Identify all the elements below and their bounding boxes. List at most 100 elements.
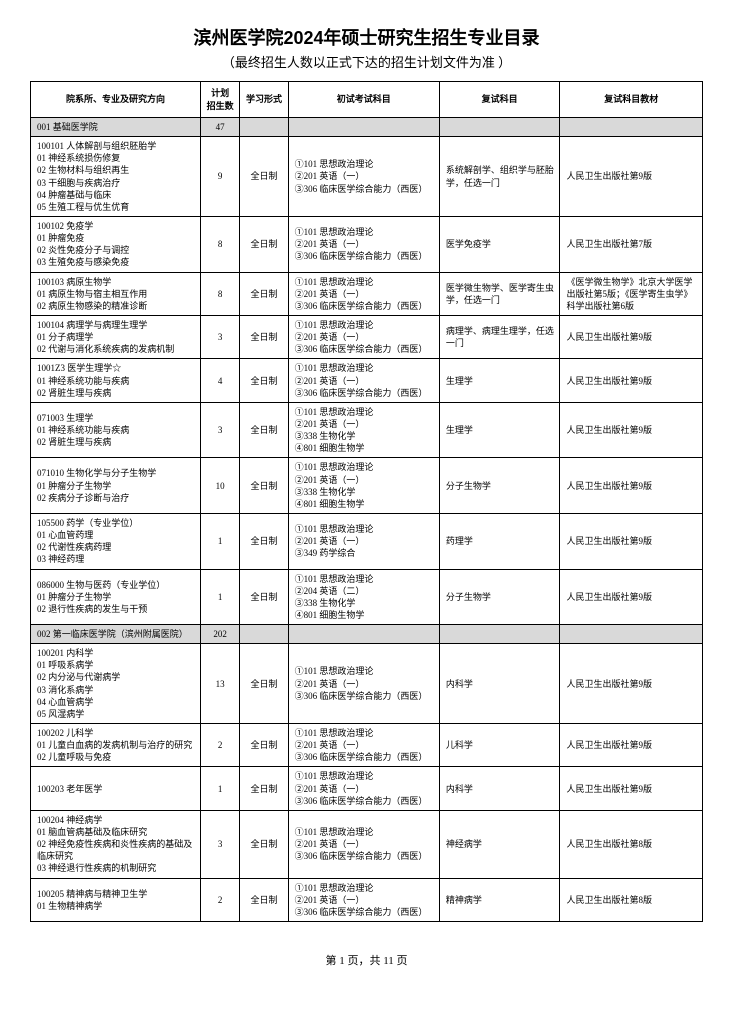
table-row: 100204 神经病学 01 脑血管病基础及临床研究 02 神经免疫性疾病和炎性… [31, 810, 703, 878]
cell-dir: 100104 病理学与病理生理学 01 分子病理学 02 代谢与消化系统疾病的发… [31, 315, 201, 358]
section-plan: 47 [200, 118, 239, 137]
th-mode: 学习形式 [240, 82, 288, 118]
cell-dir: 100203 老年医学 [31, 767, 201, 810]
cell-dir: 100102 免疫学 01 肿瘤免疫 02 炎性免疫分子与调控 03 生殖免疫与… [31, 216, 201, 272]
table-row: 071010 生物化学与分子生物学 01 肿瘤分子生物学 02 疾病分子诊断与治… [31, 458, 703, 514]
cell-plan: 13 [200, 644, 239, 724]
cell-exam2: 神经病学 [439, 810, 560, 878]
cell-exam2: 内科学 [439, 644, 560, 724]
section-name: 001 基础医学院 [31, 118, 201, 137]
cell-material: 人民卫生出版社第7版 [560, 216, 703, 272]
cell-material: 人民卫生出版社第9版 [560, 315, 703, 358]
cell-material: 人民卫生出版社第9版 [560, 513, 703, 569]
cell-exam1: ①101 思想政治理论 ②201 英语（一） ③306 临床医学综合能力（西医） [288, 216, 439, 272]
cell-material: 人民卫生出版社第9版 [560, 767, 703, 810]
th-exam1: 初试考试科目 [288, 82, 439, 118]
cell-exam2: 医学微生物学、医学寄生虫学，任选一门 [439, 272, 560, 315]
section-empty [240, 118, 288, 137]
cell-plan: 2 [200, 878, 239, 921]
cell-exam2: 系统解剖学、组织学与胚胎学，任选一门 [439, 137, 560, 217]
cell-mode: 全日制 [240, 513, 288, 569]
cell-dir: 100205 精神病与精神卫生学 01 生物精神病学 [31, 878, 201, 921]
cell-exam2: 生理学 [439, 402, 560, 458]
cell-plan: 4 [200, 359, 239, 402]
cell-mode: 全日制 [240, 878, 288, 921]
table-row: 1001Z3 医学生理学☆ 01 神经系统功能与疾病 02 肾脏生理与疾病4全日… [31, 359, 703, 402]
cell-exam1: ①101 思想政治理论 ②201 英语（一） ③306 临床医学综合能力（西医） [288, 810, 439, 878]
cell-mode: 全日制 [240, 315, 288, 358]
cell-plan: 8 [200, 272, 239, 315]
table-row: 071003 生理学 01 神经系统功能与疾病 02 肾脏生理与疾病3全日制①1… [31, 402, 703, 458]
cell-exam1: ①101 思想政治理论 ②201 英语（一） ③306 临床医学综合能力（西医） [288, 272, 439, 315]
cell-plan: 3 [200, 315, 239, 358]
table-row: 002 第一临床医学院（滨州附属医院）202 [31, 625, 703, 644]
cell-material: 《医学微生物学》北京大学医学出版社第5版；《医学寄生虫学》科学出版社第6版 [560, 272, 703, 315]
th-exam2: 复试科目 [439, 82, 560, 118]
page-title: 滨州医学院2024年硕士研究生招生专业目录 [30, 24, 703, 50]
cell-mode: 全日制 [240, 137, 288, 217]
section-empty [439, 625, 560, 644]
cell-exam1: ①101 思想政治理论 ②201 英语（一） ③338 生物化学 ④801 细胞… [288, 402, 439, 458]
section-empty [560, 118, 703, 137]
cell-exam2: 精神病学 [439, 878, 560, 921]
table-header-row: 院系所、专业及研究方向 计划 招生数 学习形式 初试考试科目 复试科目 复试科目… [31, 82, 703, 118]
cell-material: 人民卫生出版社第9版 [560, 644, 703, 724]
cell-material: 人民卫生出版社第8版 [560, 878, 703, 921]
table-row: 100104 病理学与病理生理学 01 分子病理学 02 代谢与消化系统疾病的发… [31, 315, 703, 358]
cell-material: 人民卫生出版社第9版 [560, 137, 703, 217]
table-row: 105500 药学（专业学位） 01 心血管药理 02 代谢性疾病药理 03 神… [31, 513, 703, 569]
cell-plan: 8 [200, 216, 239, 272]
cell-dir: 100202 儿科学 01 儿童白血病的发病机制与治疗的研究 02 儿童呼吸与免… [31, 724, 201, 767]
page-footer: 第 1 页，共 11 页 [30, 952, 703, 968]
cell-exam2: 内科学 [439, 767, 560, 810]
section-empty [560, 625, 703, 644]
cell-mode: 全日制 [240, 569, 288, 625]
table-row: 100202 儿科学 01 儿童白血病的发病机制与治疗的研究 02 儿童呼吸与免… [31, 724, 703, 767]
cell-exam1: ①101 思想政治理论 ②201 英语（一） ③306 临床医学综合能力（西医） [288, 359, 439, 402]
th-dept: 院系所、专业及研究方向 [31, 82, 201, 118]
cell-exam2: 生理学 [439, 359, 560, 402]
table-row: 100201 内科学 01 呼吸系病学 02 内分泌与代谢病学 03 消化系病学… [31, 644, 703, 724]
cell-plan: 1 [200, 569, 239, 625]
cell-material: 人民卫生出版社第8版 [560, 810, 703, 878]
cell-material: 人民卫生出版社第9版 [560, 569, 703, 625]
cell-plan: 1 [200, 767, 239, 810]
page-subtitle: （最终招生人数以正式下达的招生计划文件为准 ） [30, 52, 703, 71]
cell-material: 人民卫生出版社第9版 [560, 359, 703, 402]
cell-exam1: ①101 思想政治理论 ②201 英语（一） ③306 临床医学综合能力（西医） [288, 644, 439, 724]
cell-material: 人民卫生出版社第9版 [560, 458, 703, 514]
cell-mode: 全日制 [240, 216, 288, 272]
cell-exam2: 医学免疫学 [439, 216, 560, 272]
cell-plan: 1 [200, 513, 239, 569]
table-row: 100101 人体解剖与组织胚胎学 01 神经系统损伤修复 02 生物材料与组织… [31, 137, 703, 217]
cell-plan: 3 [200, 810, 239, 878]
cell-dir: 100201 内科学 01 呼吸系病学 02 内分泌与代谢病学 03 消化系病学… [31, 644, 201, 724]
cell-exam1: ①101 思想政治理论 ②201 英语（一） ③306 临床医学综合能力（西医） [288, 724, 439, 767]
cell-exam2: 病理学、病理生理学，任选一门 [439, 315, 560, 358]
cell-exam1: ①101 思想政治理论 ②201 英语（一） ③338 生物化学 ④801 细胞… [288, 458, 439, 514]
th-material: 复试科目教材 [560, 82, 703, 118]
table-row: 100205 精神病与精神卫生学 01 生物精神病学2全日制①101 思想政治理… [31, 878, 703, 921]
catalog-table: 院系所、专业及研究方向 计划 招生数 学习形式 初试考试科目 复试科目 复试科目… [30, 81, 703, 922]
th-plan: 计划 招生数 [200, 82, 239, 118]
cell-dir: 100204 神经病学 01 脑血管病基础及临床研究 02 神经免疫性疾病和炎性… [31, 810, 201, 878]
cell-dir: 1001Z3 医学生理学☆ 01 神经系统功能与疾病 02 肾脏生理与疾病 [31, 359, 201, 402]
table-row: 100103 病原生物学 01 病原生物与宿主相互作用 02 病原生物感染的精准… [31, 272, 703, 315]
table-row: 100203 老年医学1全日制①101 思想政治理论 ②201 英语（一） ③3… [31, 767, 703, 810]
cell-mode: 全日制 [240, 724, 288, 767]
cell-exam1: ①101 思想政治理论 ②201 英语（一） ③306 临床医学综合能力（西医） [288, 878, 439, 921]
section-name: 002 第一临床医学院（滨州附属医院） [31, 625, 201, 644]
cell-plan: 9 [200, 137, 239, 217]
cell-exam1: ①101 思想政治理论 ②201 英语（一） ③306 临床医学综合能力（西医） [288, 767, 439, 810]
cell-dir: 100101 人体解剖与组织胚胎学 01 神经系统损伤修复 02 生物材料与组织… [31, 137, 201, 217]
cell-plan: 3 [200, 402, 239, 458]
section-empty [439, 118, 560, 137]
cell-mode: 全日制 [240, 644, 288, 724]
cell-mode: 全日制 [240, 458, 288, 514]
cell-exam2: 儿科学 [439, 724, 560, 767]
cell-mode: 全日制 [240, 402, 288, 458]
cell-mode: 全日制 [240, 810, 288, 878]
section-empty [240, 625, 288, 644]
table-row: 086000 生物与医药（专业学位） 01 肿瘤分子生物学 02 退行性疾病的发… [31, 569, 703, 625]
cell-plan: 2 [200, 724, 239, 767]
